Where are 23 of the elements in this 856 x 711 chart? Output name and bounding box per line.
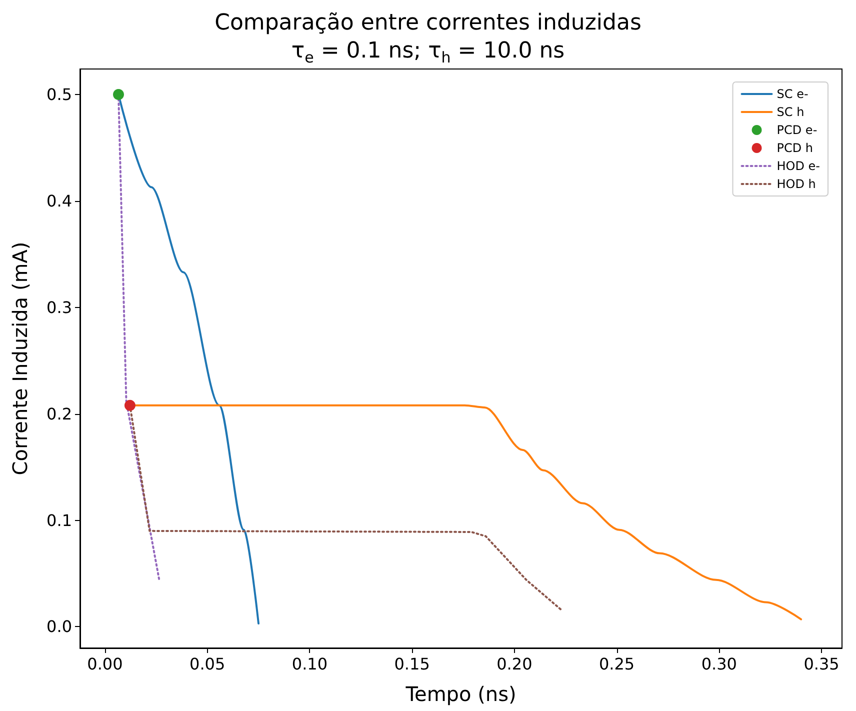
x-tick-label: 0.30 [701, 654, 737, 674]
chart-title: Comparação entre correntes induzidas [214, 10, 642, 36]
x-tick-label: 0.10 [292, 654, 328, 674]
legend-label: SC e- [776, 87, 808, 101]
legend-label: HOD e- [776, 159, 820, 173]
y-axis-title: Corrente Induzida (mA) [8, 242, 32, 476]
legend-label: PCD e- [776, 123, 818, 137]
y-tick-label: 0.3 [46, 298, 72, 317]
x-axis-title: Tempo (ns) [404, 682, 516, 706]
x-tick-label: 0.15 [394, 654, 430, 674]
y-tick-label: 0.0 [46, 617, 72, 636]
legend-label: PCD h [776, 141, 814, 155]
y-tick-label: 0.4 [46, 191, 72, 210]
x-tick-label: 0.05 [190, 654, 226, 674]
x-tick-label: 0.00 [87, 654, 123, 674]
y-tick-label: 0.5 [46, 85, 72, 104]
legend-label: SC h [776, 105, 804, 119]
x-tick-label: 0.35 [804, 654, 840, 674]
x-tick-label: 0.25 [598, 654, 635, 674]
y-tick-label: 0.1 [46, 510, 72, 530]
y-tick-label: 0.2 [46, 404, 72, 424]
x-tick-label: 0.20 [496, 654, 532, 674]
legend-label: HOD h [776, 177, 816, 191]
